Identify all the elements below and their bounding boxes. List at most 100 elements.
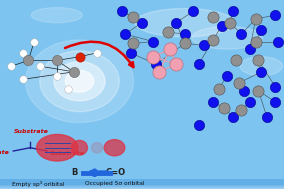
Point <box>236 82 241 85</box>
Bar <box>0 184 284 189</box>
Point <box>248 101 252 104</box>
Bar <box>0 181 284 186</box>
Point <box>94 51 99 54</box>
Point <box>55 74 59 77</box>
Ellipse shape <box>65 70 94 92</box>
Point <box>256 89 261 92</box>
Bar <box>0 184 284 189</box>
Bar <box>0 182 284 187</box>
Point <box>20 78 25 81</box>
Ellipse shape <box>26 40 133 123</box>
Bar <box>0 181 284 186</box>
Point <box>248 48 252 51</box>
Point <box>211 38 215 41</box>
Bar <box>0 180 284 185</box>
Point <box>211 101 215 104</box>
Bar <box>0 184 284 189</box>
Bar <box>0 180 284 185</box>
Point <box>37 65 42 68</box>
Point <box>222 106 227 109</box>
Point <box>253 17 258 20</box>
Point <box>154 63 158 66</box>
Bar <box>0 180 284 185</box>
Point <box>233 59 238 62</box>
Ellipse shape <box>192 26 263 49</box>
Point <box>55 59 59 62</box>
Ellipse shape <box>54 62 105 101</box>
Point <box>197 63 201 66</box>
Point <box>259 70 264 73</box>
Point <box>231 10 235 13</box>
Point <box>174 63 178 66</box>
Point <box>9 65 14 68</box>
Bar <box>0 180 284 186</box>
Bar <box>0 181 284 186</box>
Point <box>32 40 36 43</box>
Ellipse shape <box>31 8 82 23</box>
Point <box>131 42 136 45</box>
Point <box>273 101 278 104</box>
Point <box>225 74 229 77</box>
Bar <box>0 183 284 188</box>
Point <box>253 40 258 43</box>
Point <box>168 48 173 51</box>
Point <box>211 15 215 19</box>
Point <box>128 51 133 54</box>
Bar <box>0 181 284 186</box>
Point <box>174 21 178 24</box>
Point <box>157 70 161 73</box>
Point <box>182 33 187 36</box>
Bar <box>0 183 284 188</box>
Bar <box>0 180 284 185</box>
Point <box>140 21 144 24</box>
Point <box>202 44 207 47</box>
Bar <box>0 180 284 185</box>
Point <box>242 89 247 92</box>
Point <box>239 108 244 111</box>
Bar <box>0 182 284 187</box>
Ellipse shape <box>240 57 283 76</box>
Bar <box>0 179 284 184</box>
Point <box>256 59 261 62</box>
Bar <box>0 182 284 187</box>
Point <box>120 10 124 13</box>
Point <box>182 42 187 45</box>
Bar <box>0 180 284 185</box>
Bar <box>0 181 284 186</box>
Bar <box>0 183 284 188</box>
Ellipse shape <box>40 51 119 112</box>
Bar <box>0 182 284 187</box>
Bar <box>0 182 284 187</box>
Point <box>197 123 201 126</box>
Point <box>239 33 244 36</box>
Point <box>131 15 136 19</box>
Bar <box>0 181 284 186</box>
Point <box>219 25 224 28</box>
Bar <box>0 179 284 184</box>
Point <box>66 87 70 90</box>
Bar <box>0 181 284 186</box>
Bar <box>0 183 284 189</box>
Point <box>231 116 235 119</box>
Point <box>72 70 76 73</box>
Bar <box>0 183 284 188</box>
Point <box>165 31 170 34</box>
Bar <box>0 180 284 185</box>
Point <box>259 29 264 32</box>
Point <box>216 87 221 90</box>
Point <box>151 55 156 58</box>
Point <box>26 59 31 62</box>
Point <box>151 40 156 43</box>
Bar <box>0 180 284 185</box>
Bar <box>0 181 284 187</box>
Point <box>273 85 278 88</box>
Bar <box>0 183 284 187</box>
Bar <box>0 181 284 187</box>
Point <box>77 55 82 58</box>
Bar <box>0 182 284 187</box>
Point <box>123 33 127 36</box>
Bar <box>0 183 284 188</box>
Point <box>273 14 278 17</box>
Ellipse shape <box>135 9 234 37</box>
Point <box>265 116 269 119</box>
